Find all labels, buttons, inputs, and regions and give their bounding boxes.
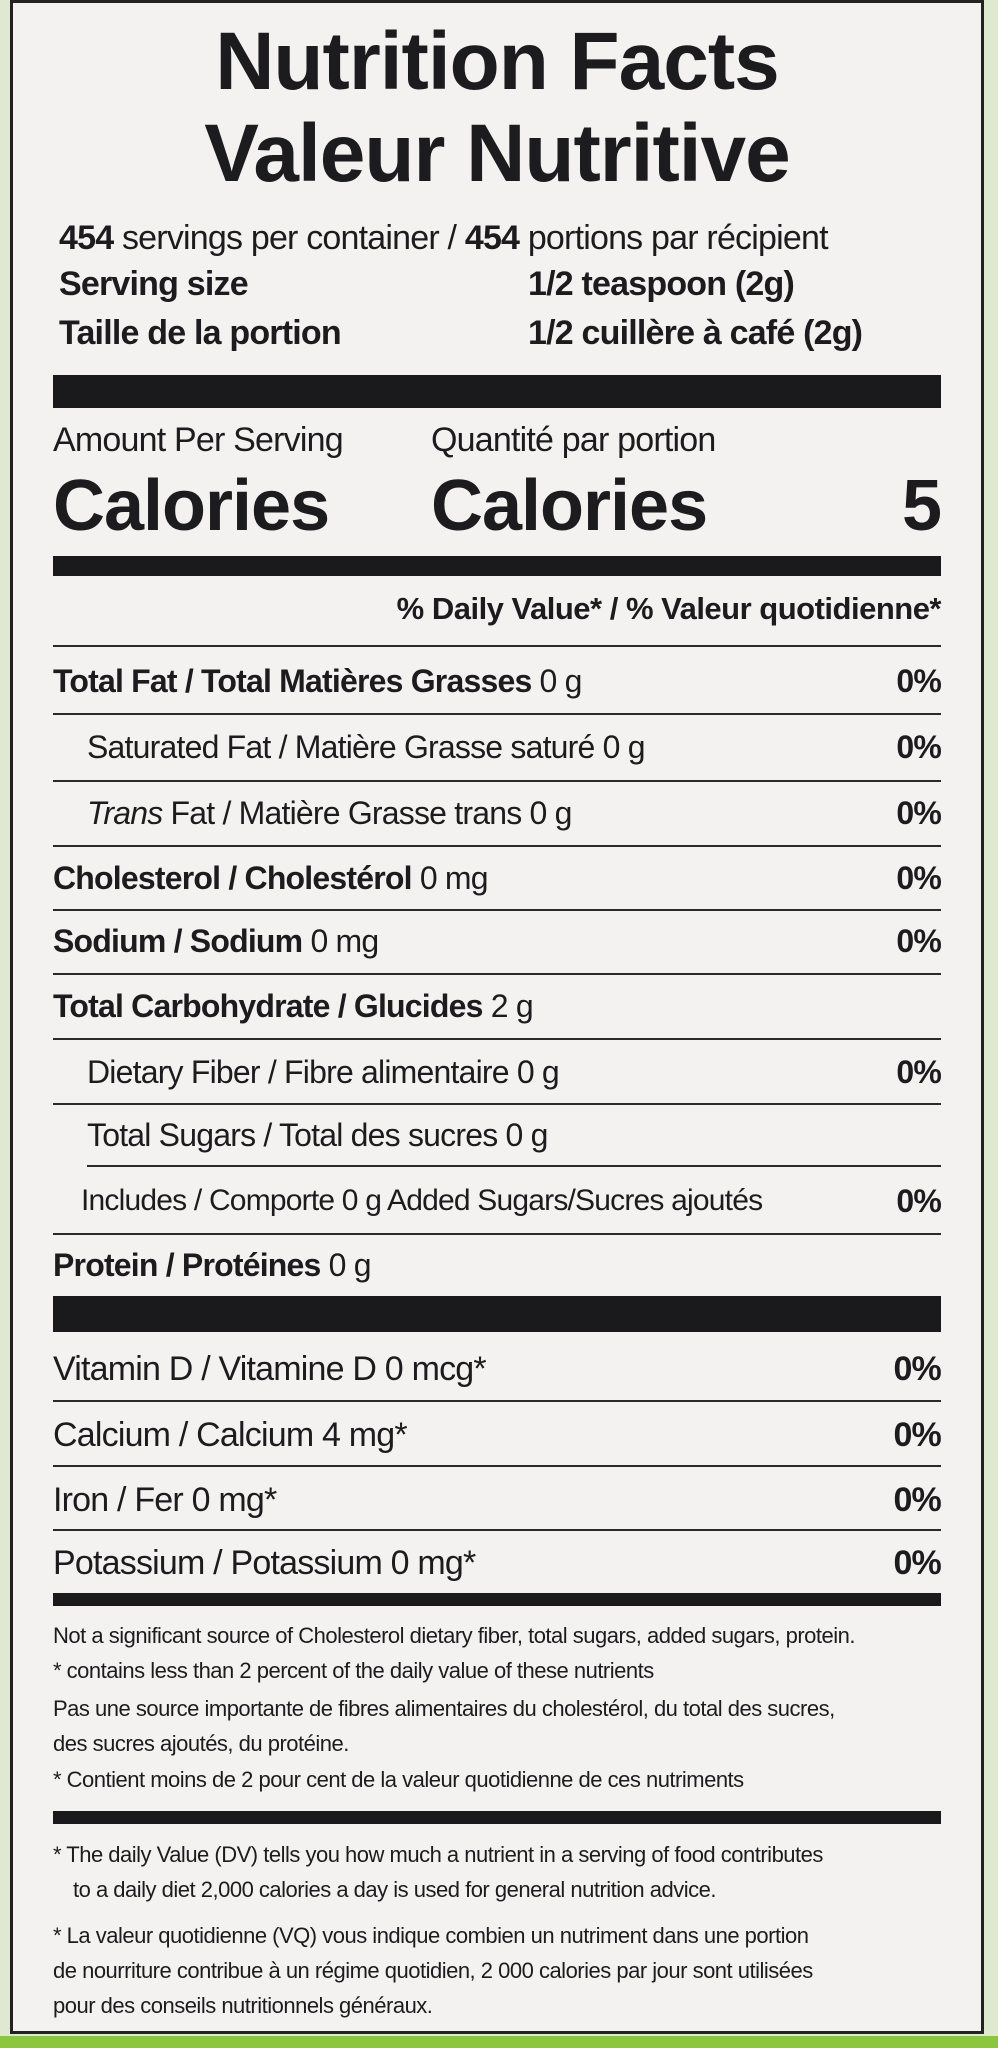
nutrient-amount: 2 g bbox=[490, 987, 534, 1024]
footnote: Pas une source importante de fibres alim… bbox=[53, 1696, 835, 1721]
dv-note: de nourriture contribue à un régime quot… bbox=[53, 1958, 813, 1983]
vitamin-row: Potassium / Potassium 0 mg* 0% bbox=[53, 1531, 942, 1595]
nutrient-row: Total Sugars / Total des sucres 0 g bbox=[53, 1103, 941, 1167]
serving-size-value-en: 1/2 teaspoon (2g) bbox=[528, 265, 795, 303]
divider bbox=[53, 1811, 941, 1824]
serving-size-label-fr: Taille de la portion bbox=[59, 314, 342, 352]
thick-divider bbox=[53, 375, 941, 408]
nutrient-amount: 0 mg bbox=[419, 859, 489, 896]
nutrient-name: Total Carbohydrate / Glucides bbox=[53, 987, 483, 1024]
nutrient-pct: 0% bbox=[896, 728, 941, 765]
nutrient-row: Total Fat / Total Matières Grasses 0 g 0% bbox=[53, 649, 942, 713]
footnote: * contains less than 2 percent of the da… bbox=[53, 1658, 654, 1683]
servings-en: servings per container / bbox=[121, 219, 457, 257]
nutrient-row: Trans Fat / Matière Grasse trans 0 g 0% bbox=[53, 781, 942, 845]
nutrient-row: Dietary Fiber / Fibre alimentaire 0 g 0% bbox=[53, 1040, 942, 1104]
rule bbox=[53, 1233, 941, 1235]
nutrient-pct: 0% bbox=[896, 1053, 941, 1090]
nutrient-row: Cholesterol / Cholestérol 0 mg 0% bbox=[53, 846, 942, 910]
nutrient-name: Includes / Comporte 0 g Added Sugars/Suc… bbox=[81, 1184, 763, 1217]
vitamin-pct: 0% bbox=[893, 1349, 941, 1388]
dv-note: * La valeur quotidienne (VQ) vous indiqu… bbox=[53, 1923, 809, 1948]
nutrient-pct: 0% bbox=[896, 1182, 941, 1219]
nutrient-name: Cholesterol / Cholestérol bbox=[53, 859, 413, 896]
vitamin-name: Iron / Fer 0 mg* bbox=[53, 1480, 277, 1519]
footnote: Not a significant source of Cholesterol … bbox=[53, 1623, 855, 1648]
vitamin-row: Iron / Fer 0 mg* 0% bbox=[53, 1468, 942, 1532]
vitamin-pct: 0% bbox=[893, 1415, 941, 1454]
nutrient-name: Total Fat / Total Matières Grasses bbox=[53, 662, 532, 699]
amount-per-serving-en: Amount Per Serving bbox=[53, 421, 344, 459]
rule bbox=[53, 845, 941, 847]
nutrient-name: Saturated Fat / Matière Grasse saturé bbox=[87, 728, 595, 765]
vitamin-row: Vitamin D / Vitamine D 0 mcg* 0% bbox=[53, 1337, 942, 1401]
vitamin-name: Calcium / Calcium 4 mg* bbox=[53, 1415, 408, 1454]
servings-count: 454 bbox=[59, 219, 114, 257]
rule bbox=[53, 1038, 941, 1040]
calories-label-en: Calories bbox=[53, 466, 330, 546]
nutrient-name: Protein / Protéines bbox=[53, 1246, 321, 1283]
nutrient-name: Fat / Matière Grasse trans bbox=[170, 794, 523, 831]
rule bbox=[53, 909, 941, 911]
nutrient-amount: 0 g bbox=[602, 728, 646, 765]
rule bbox=[53, 1103, 941, 1105]
vitamin-name: Vitamin D / Vitamine D 0 mcg* bbox=[53, 1349, 487, 1388]
servings-fr: portions par récipient bbox=[527, 219, 829, 257]
nutrient-row: Sodium / Sodium 0 mg 0% bbox=[53, 909, 942, 973]
nutrient-name: Sodium / Sodium bbox=[53, 922, 303, 959]
nutrient-pct: 0% bbox=[896, 662, 941, 699]
calories-value: 5 bbox=[901, 466, 942, 546]
servings-per-container: 454 servings per container / 454 portion… bbox=[59, 219, 829, 258]
rule bbox=[53, 973, 941, 975]
nutrition-label: Nutrition Facts Valeur Nutritive 454 ser… bbox=[10, 0, 984, 2034]
nutrient-name: Dietary Fiber / Fibre alimentaire bbox=[87, 1053, 510, 1090]
divider bbox=[53, 1593, 941, 1606]
footnote: des sucres ajoutés, du protéine. bbox=[53, 1731, 349, 1756]
serving-size-value-fr: 1/2 cuillère à café (2g) bbox=[528, 314, 863, 352]
nutrient-amount: 0 g bbox=[505, 1116, 548, 1153]
vitamin-pct: 0% bbox=[893, 1543, 941, 1582]
nutrient-row: Saturated Fat / Matière Grasse saturé 0 … bbox=[53, 715, 942, 779]
nutrient-row: Protein / Protéines 0 g bbox=[53, 1233, 941, 1297]
vitamin-pct: 0% bbox=[893, 1480, 941, 1519]
background-packaging bbox=[0, 2036, 998, 2048]
medium-divider bbox=[53, 556, 941, 576]
calories-label-fr: Calories bbox=[431, 466, 708, 546]
nutrient-name: Total Sugars / Total des sucres bbox=[87, 1116, 498, 1153]
nutrient-pct: 0% bbox=[896, 794, 941, 831]
rule bbox=[87, 1165, 941, 1167]
nutrient-row: Includes / Comporte 0 g Added Sugars/Suc… bbox=[53, 1169, 942, 1233]
title-en: Nutrition Facts bbox=[215, 16, 780, 107]
rule bbox=[53, 1465, 941, 1467]
nutrient-amount: 0 g bbox=[539, 662, 583, 699]
footnote: * Contient moins de 2 pour cent de la va… bbox=[53, 1767, 744, 1792]
nutrient-name-italic: Trans bbox=[87, 794, 163, 831]
rule bbox=[53, 780, 941, 782]
dv-note: to a daily diet 2,000 calories a day is … bbox=[73, 1877, 716, 1902]
nutrient-amount: 0 g bbox=[516, 1053, 560, 1090]
serving-size-label-en: Serving size bbox=[59, 265, 249, 303]
vitamin-name: Potassium / Potassium 0 mg* bbox=[53, 1543, 476, 1582]
nutrient-amount: 0 mg bbox=[310, 922, 379, 959]
vitamin-row: Calcium / Calcium 4 mg* 0% bbox=[53, 1403, 942, 1467]
title-fr: Valeur Nutritive bbox=[204, 108, 791, 199]
servings-count-fr: 454 bbox=[464, 219, 520, 257]
rule bbox=[53, 645, 941, 647]
nutrient-row: Total Carbohydrate / Glucides 2 g bbox=[53, 974, 941, 1038]
thick-divider bbox=[53, 1296, 941, 1332]
rule bbox=[53, 1400, 941, 1402]
dv-note: * The daily Value (DV) tells you how muc… bbox=[53, 1842, 823, 1867]
amount-per-serving-fr: Quantité par portion bbox=[431, 421, 716, 459]
nutrient-pct: 0% bbox=[896, 922, 941, 959]
nutrient-pct: 0% bbox=[896, 859, 941, 896]
daily-value-header: % Daily Value* / % Valeur quotidienne* bbox=[396, 591, 942, 626]
rule bbox=[53, 713, 941, 715]
nutrient-amount: 0 g bbox=[328, 1246, 372, 1283]
rule bbox=[53, 1529, 941, 1531]
nutrient-amount: 0 g bbox=[529, 794, 573, 831]
dv-note: pour des conseils nutritionnels généraux… bbox=[53, 1993, 433, 2018]
